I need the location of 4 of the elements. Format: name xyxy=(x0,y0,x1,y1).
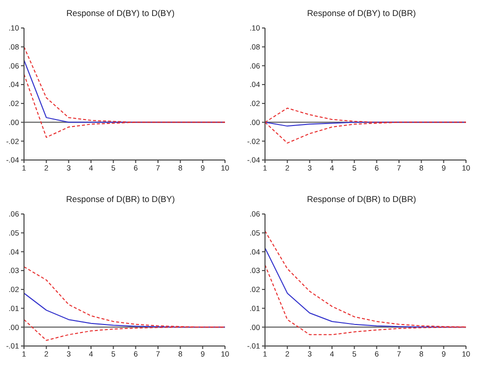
chart-title: Response of D(BY) to D(BY) xyxy=(65,8,176,18)
chart-title: Response of D(BR) to D(BR) xyxy=(306,194,418,204)
chart-title: Response of D(BR) to D(BY) xyxy=(65,194,176,204)
chart-title: Response of D(BY) to D(BR) xyxy=(306,8,417,18)
